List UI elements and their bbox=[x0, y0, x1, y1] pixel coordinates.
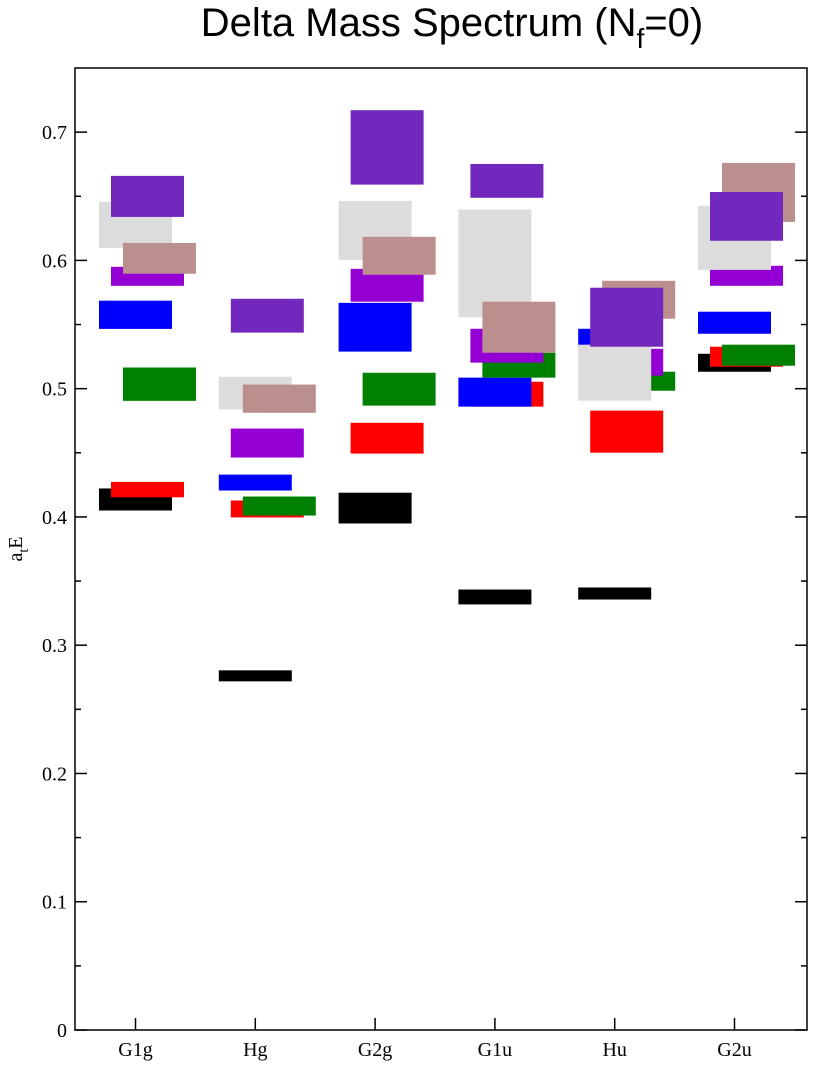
level-box bbox=[338, 302, 412, 352]
level-box bbox=[470, 163, 544, 198]
ylabel-part: E bbox=[5, 537, 27, 549]
level-box bbox=[458, 209, 532, 318]
level-box bbox=[123, 242, 196, 274]
y-tick-label: 0.5 bbox=[42, 379, 67, 401]
level-box bbox=[350, 110, 424, 185]
level-box bbox=[230, 428, 304, 458]
level-box bbox=[242, 384, 316, 413]
y-tick-label: 0.4 bbox=[42, 507, 67, 529]
level-box bbox=[458, 589, 532, 605]
level-box bbox=[111, 481, 184, 498]
x-tick-label: Hg bbox=[243, 1039, 267, 1061]
level-box bbox=[99, 300, 172, 329]
level-box bbox=[698, 311, 771, 334]
ylabel-part: a bbox=[5, 553, 27, 562]
level-box bbox=[590, 287, 664, 347]
level-box bbox=[458, 377, 532, 407]
y-tick-label: 0.7 bbox=[42, 122, 67, 144]
level-box bbox=[362, 372, 436, 406]
level-box bbox=[590, 410, 664, 453]
level-box bbox=[710, 192, 783, 241]
y-tick-label: 0 bbox=[57, 1020, 67, 1042]
level-box bbox=[230, 298, 304, 333]
x-tick-label: G2g bbox=[358, 1039, 392, 1061]
y-tick-label: 0.6 bbox=[42, 250, 67, 272]
y-tick-label: 0.3 bbox=[42, 635, 67, 657]
level-box bbox=[218, 670, 292, 682]
x-tick-label: G2u bbox=[717, 1039, 751, 1061]
level-box bbox=[218, 474, 292, 491]
title-part: =0) bbox=[644, 1, 703, 45]
level-box bbox=[350, 422, 424, 454]
level-box bbox=[722, 344, 795, 366]
x-tick-label: G1u bbox=[478, 1039, 512, 1061]
level-box bbox=[578, 587, 652, 600]
axes-frame bbox=[74, 67, 808, 1031]
level-box bbox=[362, 236, 436, 275]
level-box bbox=[111, 175, 184, 217]
x-tick-label: G1g bbox=[118, 1039, 152, 1061]
level-box bbox=[338, 492, 412, 524]
y-tick-label: 0.1 bbox=[42, 892, 67, 914]
level-box bbox=[482, 301, 556, 353]
chart-title: Delta Mass Spectrum (Nf=0) bbox=[201, 1, 703, 54]
title-subscript: f bbox=[636, 23, 644, 54]
ylabel-subscript: t bbox=[17, 549, 32, 553]
level-box bbox=[578, 344, 652, 401]
level-box bbox=[123, 367, 196, 401]
level-box bbox=[242, 496, 316, 516]
plot-area: 0 0.1 0.2 0.3 0.4 0.5 0.6 0.7 G1g Hg G2g G1u Hu G2u bbox=[42, 110, 807, 1061]
title-part: Delta Mass Spectrum (N bbox=[201, 1, 637, 45]
level-box bbox=[710, 265, 783, 286]
y-axis-label: atE bbox=[5, 537, 32, 562]
y-tick-label: 0.2 bbox=[42, 763, 67, 785]
x-tick-label: Hu bbox=[602, 1039, 626, 1061]
